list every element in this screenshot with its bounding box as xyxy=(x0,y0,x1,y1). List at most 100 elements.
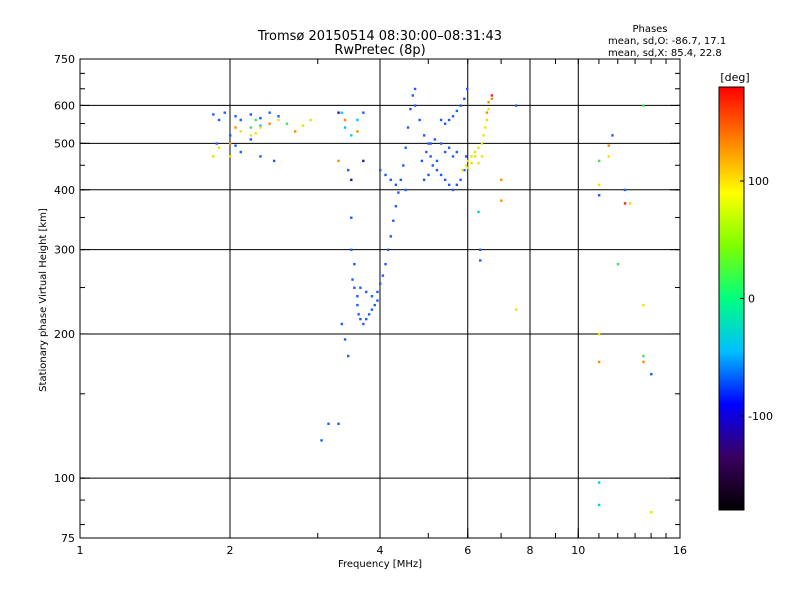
data-point xyxy=(487,100,490,104)
data-point xyxy=(239,130,242,133)
data-points xyxy=(212,87,653,514)
data-point xyxy=(473,150,477,154)
data-point xyxy=(451,115,455,118)
data-point xyxy=(429,155,432,158)
data-point xyxy=(309,118,312,122)
data-point xyxy=(616,262,620,266)
data-point xyxy=(356,303,359,307)
data-point xyxy=(376,290,379,294)
data-point xyxy=(490,97,494,100)
data-point xyxy=(409,107,412,111)
data-point xyxy=(642,303,645,307)
data-point xyxy=(466,159,470,163)
data-point xyxy=(404,188,407,192)
data-point xyxy=(597,360,601,364)
data-point xyxy=(485,118,489,122)
data-point xyxy=(443,122,447,125)
data-point xyxy=(362,322,365,326)
data-point xyxy=(479,259,482,262)
legend-line-x: mean, sd,X: 85.4, 22.8 xyxy=(608,48,722,59)
data-point xyxy=(346,168,350,172)
data-point xyxy=(515,308,518,311)
data-point xyxy=(466,87,469,91)
data-point xyxy=(367,313,371,316)
data-point xyxy=(239,118,242,122)
data-point xyxy=(439,118,443,122)
y-tick-label: 750 xyxy=(54,53,75,66)
data-point xyxy=(356,118,359,122)
data-point xyxy=(249,138,253,141)
data-point xyxy=(597,332,601,336)
y-axis-label: Stationary phase Virtual Height [km] xyxy=(38,208,49,392)
data-point xyxy=(384,262,387,266)
data-point xyxy=(477,210,480,214)
data-point xyxy=(350,248,353,252)
x-tick-label: 2 xyxy=(227,544,234,557)
data-point xyxy=(272,159,276,163)
y-tick-label: 500 xyxy=(54,137,75,150)
data-point xyxy=(597,503,601,507)
data-point xyxy=(337,111,340,114)
data-point xyxy=(455,183,459,187)
data-point xyxy=(353,286,356,289)
data-point xyxy=(350,134,353,137)
data-point xyxy=(435,159,439,163)
data-point xyxy=(370,308,374,311)
data-point xyxy=(277,118,280,122)
data-point xyxy=(629,202,632,205)
data-point xyxy=(411,94,414,97)
data-point xyxy=(470,155,473,158)
data-point xyxy=(597,159,601,163)
data-point xyxy=(384,173,387,177)
data-point xyxy=(515,104,518,107)
colorbar-tick-label: 0 xyxy=(748,293,755,306)
data-point xyxy=(379,282,382,285)
data-point xyxy=(293,130,297,133)
data-point xyxy=(268,122,271,125)
data-point xyxy=(427,173,430,177)
legend-title: Phases xyxy=(632,24,667,35)
data-point xyxy=(217,146,221,149)
data-point xyxy=(229,134,232,137)
data-point xyxy=(223,111,226,114)
data-point xyxy=(365,290,368,294)
y-axis: 75 100 200 300 400 500 600 750 xyxy=(54,53,680,545)
data-point xyxy=(350,216,353,219)
data-point xyxy=(350,178,353,182)
data-point xyxy=(362,111,365,114)
data-point xyxy=(470,161,473,165)
data-point xyxy=(413,104,417,107)
data-point xyxy=(212,113,215,116)
data-point xyxy=(379,168,382,172)
data-point xyxy=(433,138,437,141)
data-point xyxy=(394,204,398,208)
data-point xyxy=(343,118,347,122)
data-point xyxy=(327,422,330,425)
data-point xyxy=(357,313,360,316)
data-point xyxy=(623,188,627,192)
data-point xyxy=(353,262,356,266)
chart-subtitle: RwPretec (8p) xyxy=(334,43,425,58)
data-point xyxy=(443,178,447,182)
data-point xyxy=(337,422,340,425)
colorbar-label: [deg] xyxy=(720,71,749,84)
data-point xyxy=(642,104,645,107)
data-point xyxy=(650,372,653,376)
data-point xyxy=(392,219,395,222)
data-point xyxy=(259,155,262,158)
data-point xyxy=(397,191,400,194)
data-point xyxy=(435,168,439,172)
data-point xyxy=(249,113,253,116)
colorbar: [deg] 100 0 -100 xyxy=(718,71,773,511)
data-point xyxy=(399,178,403,182)
data-point xyxy=(365,317,368,321)
data-point xyxy=(642,360,645,364)
data-point xyxy=(234,144,237,147)
data-point xyxy=(389,235,392,238)
data-point xyxy=(439,142,443,145)
data-point xyxy=(455,109,459,113)
data-point xyxy=(370,295,374,298)
data-point xyxy=(259,126,262,129)
y-tick-label: 200 xyxy=(54,328,75,341)
